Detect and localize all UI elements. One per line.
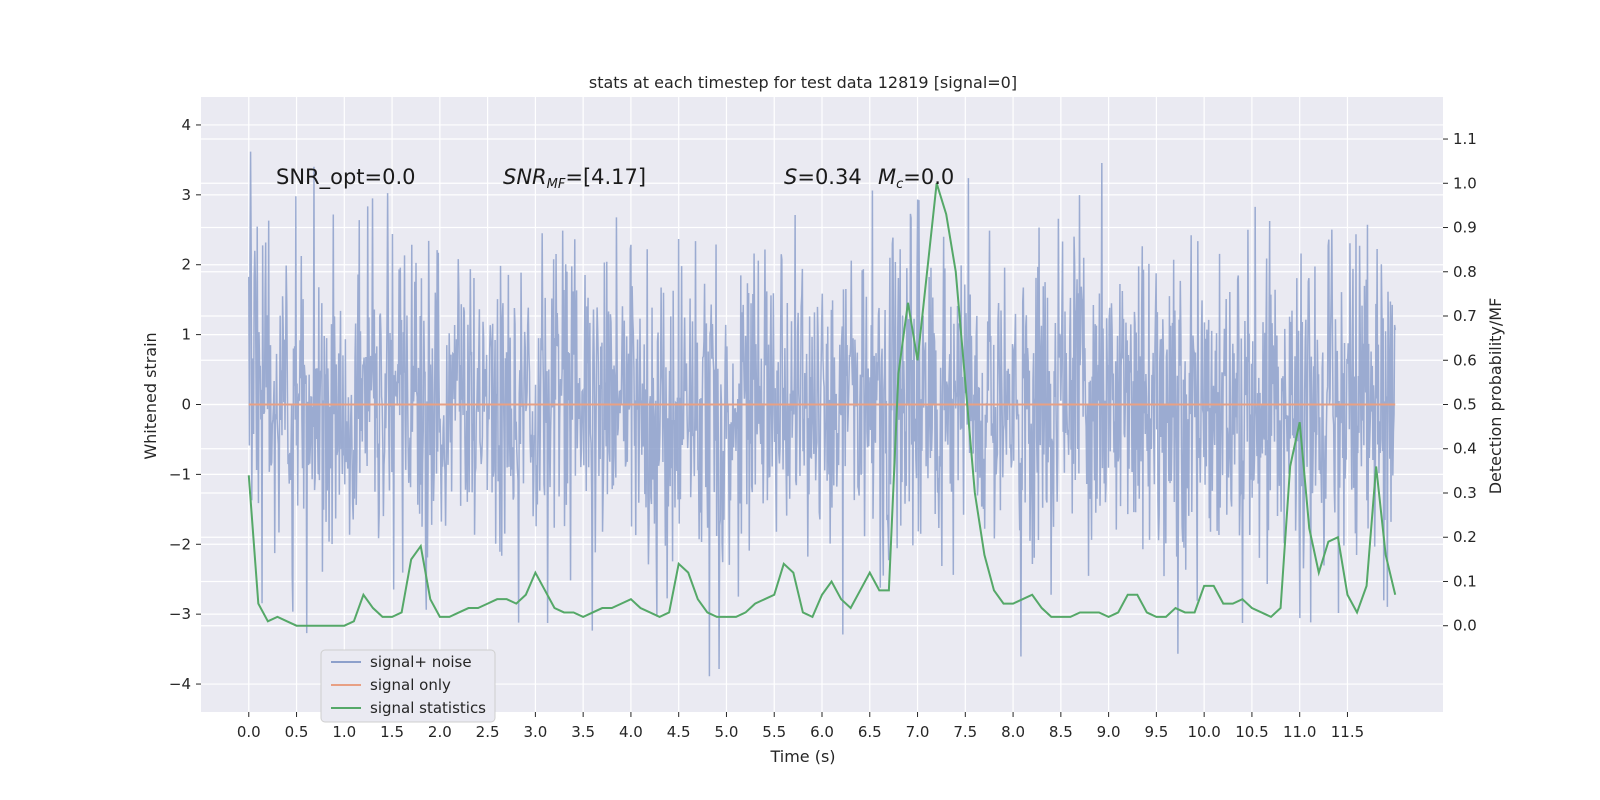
y2-tick-label: 0.3: [1453, 484, 1477, 502]
x-tick-label: 6.0: [810, 723, 834, 741]
legend-item-signal-noise: signal+ noise: [370, 653, 472, 671]
x-tick-label: 3.0: [523, 723, 547, 741]
annotation-snr-mf-value: [4.17]: [583, 165, 646, 189]
annotation-snr-mf: SNRMF=[4.17]: [503, 165, 646, 192]
x-tick-label: 10.0: [1187, 723, 1220, 741]
y2-tick-label: 0.7: [1453, 307, 1477, 325]
legend-box: [320, 649, 496, 723]
x-axis-ticks: 0.0 0.5 1.0 1.5 2.0 2.5 3.0 3.5 4.0 4.5 5.0 5.5 6.0 6…: [237, 712, 1364, 741]
y2-tick-label: 0.5: [1453, 396, 1477, 414]
legend-item-signal-statistics: signal statistics: [370, 699, 486, 717]
y-tick-label: 3: [181, 186, 191, 204]
x-tick-label: 9.0: [1097, 723, 1121, 741]
x-tick-label: 2.0: [428, 723, 452, 741]
y2-axis-label: Detection probability/MF: [1486, 298, 1505, 495]
y-tick-label: 1: [181, 326, 191, 344]
noise-line: [248, 151, 1396, 677]
x-tick-label: 7.0: [906, 723, 930, 741]
x-tick-label: 5.0: [715, 723, 739, 741]
y-axis-label: Whitened strain: [141, 332, 160, 459]
y2-tick-label: 1.0: [1453, 174, 1477, 192]
y-tick-label: −4: [169, 675, 191, 693]
y-tick-label: −1: [169, 465, 191, 483]
x-tick-label: 3.5: [571, 723, 595, 741]
series-signal-noise: [248, 151, 1396, 677]
y2-tick-label: 0.9: [1453, 219, 1477, 237]
x-tick-label: 6.5: [858, 723, 882, 741]
x-tick-label: 2.5: [476, 723, 500, 741]
y-tick-label: 4: [181, 116, 191, 134]
series-signal-statistics: [247, 182, 1397, 627]
y-tick-label: 0: [181, 396, 191, 414]
legend-item-signal-only: signal only: [370, 676, 451, 694]
y-tick-label: −2: [169, 535, 191, 553]
x-tick-label: 1.5: [380, 723, 404, 741]
y-axis-ticks: −4 −3 −2 −1 0 1 2 3 4: [169, 116, 201, 693]
x-tick-label: 5.5: [762, 723, 786, 741]
x-tick-label: 7.5: [953, 723, 977, 741]
y-tick-label: 2: [181, 256, 191, 274]
annotation-mc-value: =0.0: [903, 165, 954, 189]
y2-tick-label: 0.0: [1453, 617, 1477, 635]
x-tick-label: 0.0: [237, 723, 261, 741]
x-tick-label: 10.5: [1235, 723, 1268, 741]
x-axis-label: Time (s): [769, 747, 835, 766]
chart-title: stats at each timestep for test data 128…: [589, 73, 1017, 92]
y2-tick-label: 0.4: [1453, 440, 1477, 458]
annotation-snr-opt: SNR_opt=0.0: [276, 165, 416, 190]
statistics-line: [247, 182, 1397, 627]
y2-tick-label: 0.2: [1453, 528, 1477, 546]
y-tick-label: −3: [169, 605, 191, 623]
x-tick-label: 8.0: [1001, 723, 1025, 741]
x-tick-label: 9.5: [1144, 723, 1168, 741]
y2-tick-label: 0.8: [1453, 263, 1477, 281]
annotation-s-value: =0.34: [797, 165, 861, 189]
y2-tick-label: 0.6: [1453, 351, 1477, 369]
x-tick-label: 1.0: [332, 723, 356, 741]
x-tick-label: 11.0: [1283, 723, 1316, 741]
y2-axis-ticks: 0.0 0.1 0.2 0.3 0.4 0.5 0.6 0.7 0.8 0.9 1.0 1.1: [1443, 130, 1477, 635]
legend: signal+ noise signal only signal statist…: [320, 649, 496, 723]
annotation-s: S=0.34: [784, 165, 862, 189]
annotation-mc: Mc=0.0: [878, 165, 954, 192]
y2-tick-label: 0.1: [1453, 572, 1477, 590]
x-tick-label: 4.0: [619, 723, 643, 741]
annotations: SNR_opt=0.0 SNRMF=[4.17] S=0.34 Mc=0.0: [276, 165, 954, 192]
x-tick-label: 4.5: [667, 723, 691, 741]
x-tick-label: 0.5: [285, 723, 309, 741]
y2-tick-label: 1.1: [1453, 130, 1477, 148]
x-tick-label: 11.5: [1331, 723, 1364, 741]
x-tick-label: 8.5: [1049, 723, 1073, 741]
